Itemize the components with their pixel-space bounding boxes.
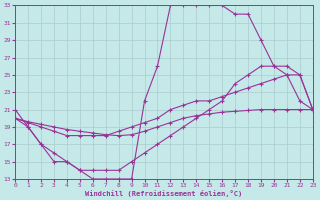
X-axis label: Windchill (Refroidissement éolien,°C): Windchill (Refroidissement éolien,°C) [85,190,243,197]
